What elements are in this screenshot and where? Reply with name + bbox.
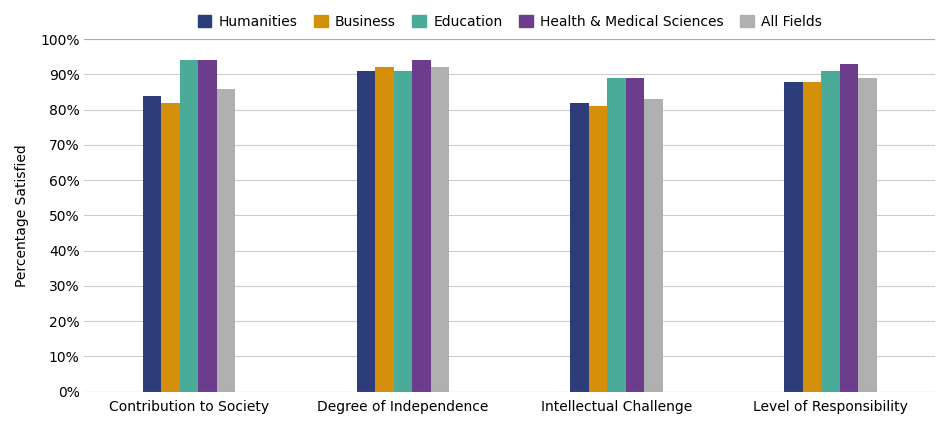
Bar — [199, 60, 217, 392]
Bar — [356, 71, 375, 392]
Bar — [180, 60, 199, 392]
Bar — [393, 71, 412, 392]
Bar — [412, 60, 430, 392]
Bar — [571, 103, 589, 392]
Bar — [644, 99, 663, 392]
Legend: Humanities, Business, Education, Health & Medical Sciences, All Fields: Humanities, Business, Education, Health … — [198, 15, 822, 29]
Bar — [607, 78, 626, 392]
Bar — [858, 78, 877, 392]
Bar — [217, 88, 236, 392]
Bar — [375, 67, 393, 392]
Bar — [821, 71, 840, 392]
Y-axis label: Percentage Satisfied: Percentage Satisfied — [15, 144, 29, 287]
Bar — [589, 106, 607, 392]
Bar — [430, 67, 449, 392]
Bar — [785, 82, 803, 392]
Bar — [162, 103, 180, 392]
Bar — [142, 96, 162, 392]
Bar — [803, 82, 821, 392]
Bar — [840, 64, 858, 392]
Bar — [626, 78, 644, 392]
